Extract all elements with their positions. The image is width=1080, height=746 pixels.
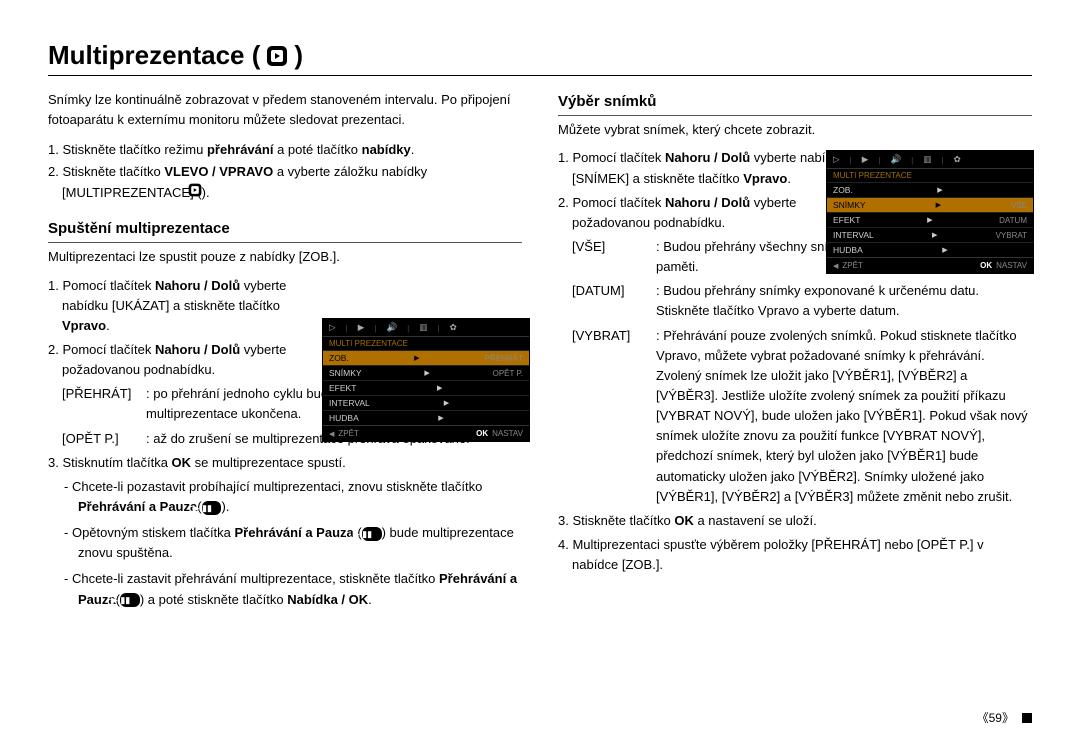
- title-rule: [48, 75, 1032, 76]
- camera-row: EFEKT▶DATUM: [827, 212, 1033, 227]
- left-step-3: 3. Stisknutím tlačítka OK se multiprezen…: [62, 453, 522, 473]
- slideshow-tab-icon: ▶: [862, 154, 869, 165]
- camera-menu-footer: ◀ZPĚT OKNASTAV: [323, 425, 529, 441]
- title-close: ): [294, 40, 303, 71]
- right-heading: Výběr snímků: [558, 90, 1032, 116]
- top-step-1: 1. Stiskněte tlačítko režimu přehrávání …: [62, 140, 522, 160]
- display-icon: ▥: [419, 322, 427, 333]
- left-dash-2: - Opětovným stiskem tlačítka Přehrávání …: [78, 523, 522, 563]
- play-pause-icon: ▶/▮▮: [362, 527, 382, 541]
- camera-menu-title: MULTI PREZENTACE: [827, 169, 1033, 182]
- play-icon: ▷: [833, 154, 840, 165]
- left-heading: Spuštění multiprezentace: [48, 217, 522, 243]
- camera-row: INTERVAL▶VYBRAT: [827, 227, 1033, 242]
- right-def-2: [DATUM]: Budou přehrány snímky exponovan…: [558, 281, 1032, 321]
- display-icon: ▥: [923, 154, 931, 165]
- slideshow-tab-icon: ▶: [358, 322, 365, 333]
- camera-menu-tabs: ▷| ▶| 🔊| ▥| ✿: [827, 151, 1033, 169]
- intro-text: Snímky lze kontinuálně zobrazovat v před…: [48, 90, 522, 130]
- settings-icon: ✿: [954, 154, 961, 165]
- left-note: Multiprezentaci lze spustit pouze z nabí…: [48, 247, 522, 267]
- page-number: 《59》: [977, 709, 1032, 726]
- camera-row: HUDBA▶: [827, 242, 1033, 257]
- camera-row: INTERVAL▶: [323, 395, 529, 410]
- camera-row: HUDBA▶: [323, 410, 529, 425]
- left-dash-1: - Chcete-li pozastavit probíhající multi…: [78, 477, 522, 517]
- camera-row: SNÍMKY▶OPĚT P.: [323, 365, 529, 380]
- camera-row: SNÍMKY▶VŠE: [827, 197, 1033, 212]
- page-title: Multiprezentace ( ): [48, 40, 1032, 71]
- play-pause-icon: ▶/▮▮: [120, 593, 140, 607]
- left-dash-list: - Chcete-li pozastavit probíhající multi…: [48, 477, 522, 610]
- top-steps: 1. Stiskněte tlačítko režimu přehrávání …: [48, 140, 522, 203]
- slideshow-icon: [266, 45, 288, 67]
- back-icon: ◀: [833, 262, 838, 270]
- page-marker-icon: [1022, 713, 1032, 723]
- title-text: Multiprezentace (: [48, 40, 260, 71]
- camera-menu-tabs: ▷| ▶| 🔊| ▥| ✿: [323, 319, 529, 337]
- camera-row: EFEKT▶: [323, 380, 529, 395]
- settings-icon: ✿: [450, 322, 457, 333]
- camera-row: ZOB.▶PŘEHRÁT: [323, 350, 529, 365]
- sound-icon: 🔊: [387, 322, 398, 333]
- top-step-2: 2. Stiskněte tlačítko VLEVO / VPRAVO a v…: [62, 162, 522, 203]
- right-note: Můžete vybrat snímek, který chcete zobra…: [558, 120, 1032, 140]
- camera-menu-right: ▷| ▶| 🔊| ▥| ✿ MULTI PREZENTACE ZOB.▶ SNÍ…: [826, 150, 1034, 274]
- camera-menu-footer: ◀ZPĚT OKNASTAV: [827, 257, 1033, 273]
- back-icon: ◀: [329, 430, 334, 438]
- camera-menu-title: MULTI PREZENTACE: [323, 337, 529, 350]
- left-dash-3: - Chcete-li zastavit přehrávání multipre…: [78, 569, 522, 609]
- right-step-4: 4. Multiprezentaci spusťte výběrem polož…: [572, 535, 1032, 575]
- sound-icon: 🔊: [891, 154, 902, 165]
- camera-row: ZOB.▶: [827, 182, 1033, 197]
- play-pause-icon: ▶/▮▮: [202, 501, 222, 515]
- play-icon: ▷: [329, 322, 336, 333]
- right-step-3: 3. Stiskněte tlačítko OK a nastavení se …: [572, 511, 1032, 531]
- camera-menu-left: ▷| ▶| 🔊| ▥| ✿ MULTI PREZENTACE ZOB.▶PŘEH…: [322, 318, 530, 442]
- right-def-3: [VYBRAT]: Přehrávání pouze zvolených sní…: [558, 326, 1032, 507]
